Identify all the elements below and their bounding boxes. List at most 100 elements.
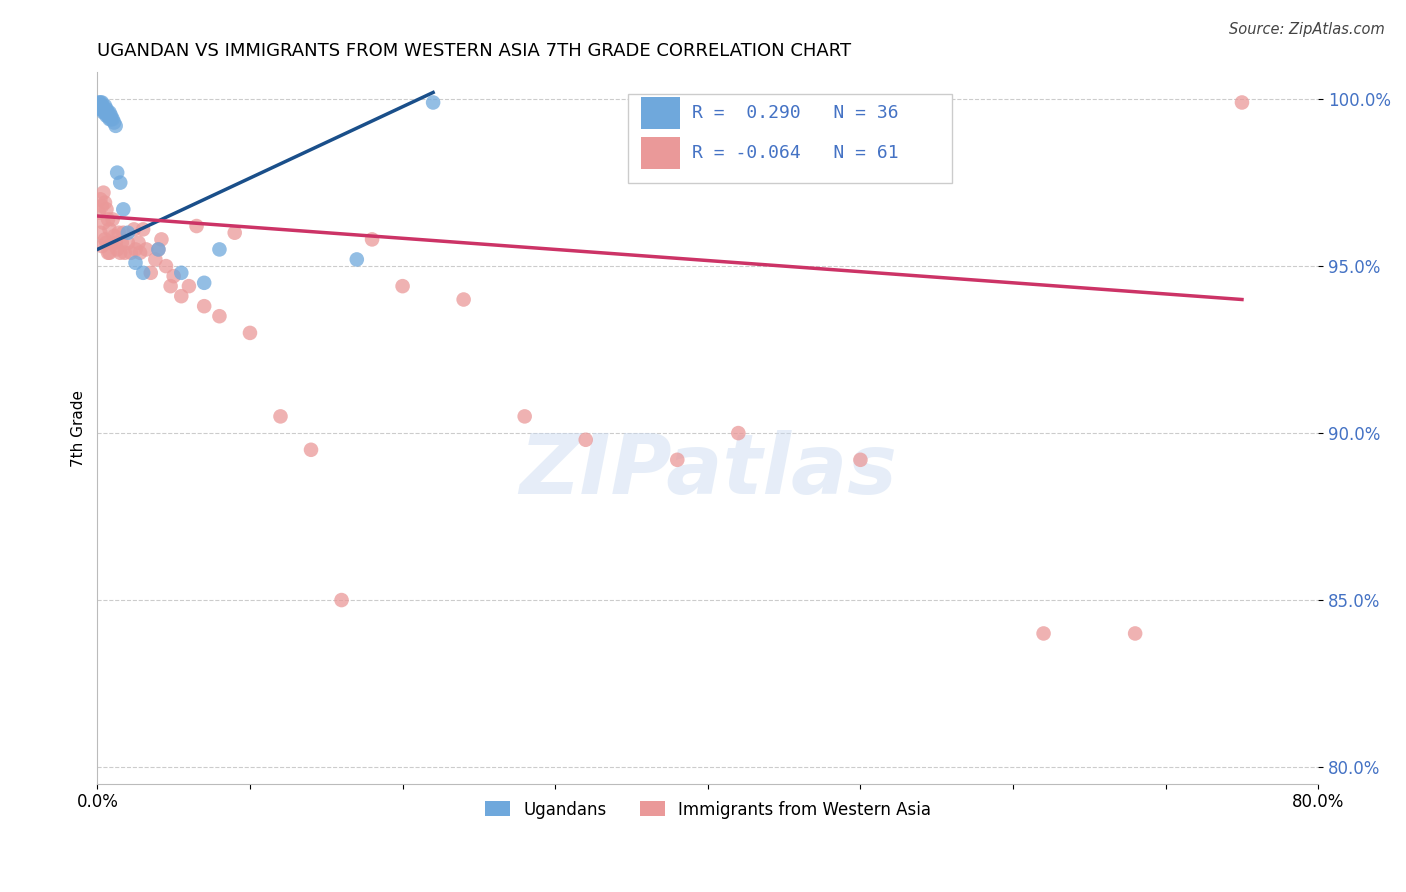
Point	[94, 105, 117, 120]
Point	[100, 109, 122, 123]
Point	[155, 259, 177, 273]
Point	[239, 326, 262, 340]
Point	[105, 243, 128, 257]
Point	[94, 195, 117, 210]
Point	[101, 212, 124, 227]
Point	[1230, 95, 1253, 110]
Point	[117, 235, 139, 250]
Point	[124, 256, 146, 270]
Point	[193, 276, 215, 290]
FancyBboxPatch shape	[641, 97, 679, 129]
Point	[93, 102, 115, 116]
Legend: Ugandans, Immigrants from Western Asia: Ugandans, Immigrants from Western Asia	[478, 794, 938, 825]
Point	[177, 279, 200, 293]
Point	[89, 102, 111, 116]
Point	[103, 115, 125, 129]
Point	[90, 102, 112, 116]
Point	[107, 226, 129, 240]
Point	[208, 309, 231, 323]
Point	[97, 105, 120, 120]
Point	[129, 245, 152, 260]
Point	[93, 186, 115, 200]
Text: R = -0.064   N = 61: R = -0.064 N = 61	[692, 145, 898, 162]
Point	[391, 279, 413, 293]
Point	[97, 245, 120, 260]
Point	[98, 222, 121, 236]
Point	[94, 232, 117, 246]
Point	[330, 593, 353, 607]
Point	[96, 202, 118, 217]
Point	[90, 99, 112, 113]
Point	[98, 105, 121, 120]
Point	[122, 222, 145, 236]
Point	[143, 252, 166, 267]
Point	[98, 245, 121, 260]
Point	[132, 222, 155, 236]
Point	[186, 219, 208, 233]
Point	[112, 226, 135, 240]
Point	[87, 205, 110, 219]
Point	[513, 409, 536, 424]
Point	[100, 235, 122, 250]
Point	[727, 426, 749, 441]
Point	[96, 105, 118, 120]
Point	[170, 266, 193, 280]
Point	[132, 266, 155, 280]
Point	[163, 269, 186, 284]
Point	[170, 289, 193, 303]
Point	[89, 192, 111, 206]
Point	[139, 266, 162, 280]
Point	[93, 105, 115, 120]
Point	[104, 235, 127, 250]
Point	[111, 235, 134, 250]
Point	[208, 243, 231, 257]
Point	[96, 235, 118, 250]
Text: UGANDAN VS IMMIGRANTS FROM WESTERN ASIA 7TH GRADE CORRELATION CHART: UGANDAN VS IMMIGRANTS FROM WESTERN ASIA …	[97, 42, 852, 60]
Point	[90, 199, 112, 213]
Point	[346, 252, 368, 267]
Point	[105, 166, 128, 180]
Point	[361, 232, 384, 246]
Point	[98, 112, 121, 127]
Point	[117, 226, 139, 240]
Point	[112, 202, 135, 217]
Point	[103, 229, 125, 244]
Point	[89, 99, 111, 113]
Point	[148, 243, 170, 257]
Text: R =  0.290   N = 36: R = 0.290 N = 36	[692, 104, 898, 122]
Point	[100, 112, 122, 127]
Point	[93, 216, 115, 230]
Point	[224, 226, 246, 240]
Point	[104, 119, 127, 133]
Point	[89, 226, 111, 240]
Point	[114, 245, 136, 260]
FancyBboxPatch shape	[628, 94, 952, 183]
Point	[299, 442, 322, 457]
Point	[101, 112, 124, 127]
Point	[849, 452, 872, 467]
Point	[148, 243, 170, 257]
Point	[120, 245, 142, 260]
Point	[1123, 626, 1146, 640]
Text: Source: ZipAtlas.com: Source: ZipAtlas.com	[1229, 22, 1385, 37]
Point	[1032, 626, 1054, 640]
Point	[575, 433, 598, 447]
Point	[193, 299, 215, 313]
Point	[94, 102, 117, 116]
Point	[96, 109, 118, 123]
FancyBboxPatch shape	[641, 137, 679, 169]
Point	[87, 95, 110, 110]
Point	[150, 232, 173, 246]
Point	[666, 452, 689, 467]
Point	[97, 212, 120, 227]
Text: ZIPatlas: ZIPatlas	[519, 430, 897, 511]
Point	[135, 243, 157, 257]
Point	[124, 243, 146, 257]
Point	[110, 245, 132, 260]
Point	[94, 99, 117, 113]
Point	[453, 293, 475, 307]
Point	[96, 102, 118, 116]
Y-axis label: 7th Grade: 7th Grade	[72, 390, 86, 467]
Point	[269, 409, 291, 424]
Point	[128, 235, 150, 250]
